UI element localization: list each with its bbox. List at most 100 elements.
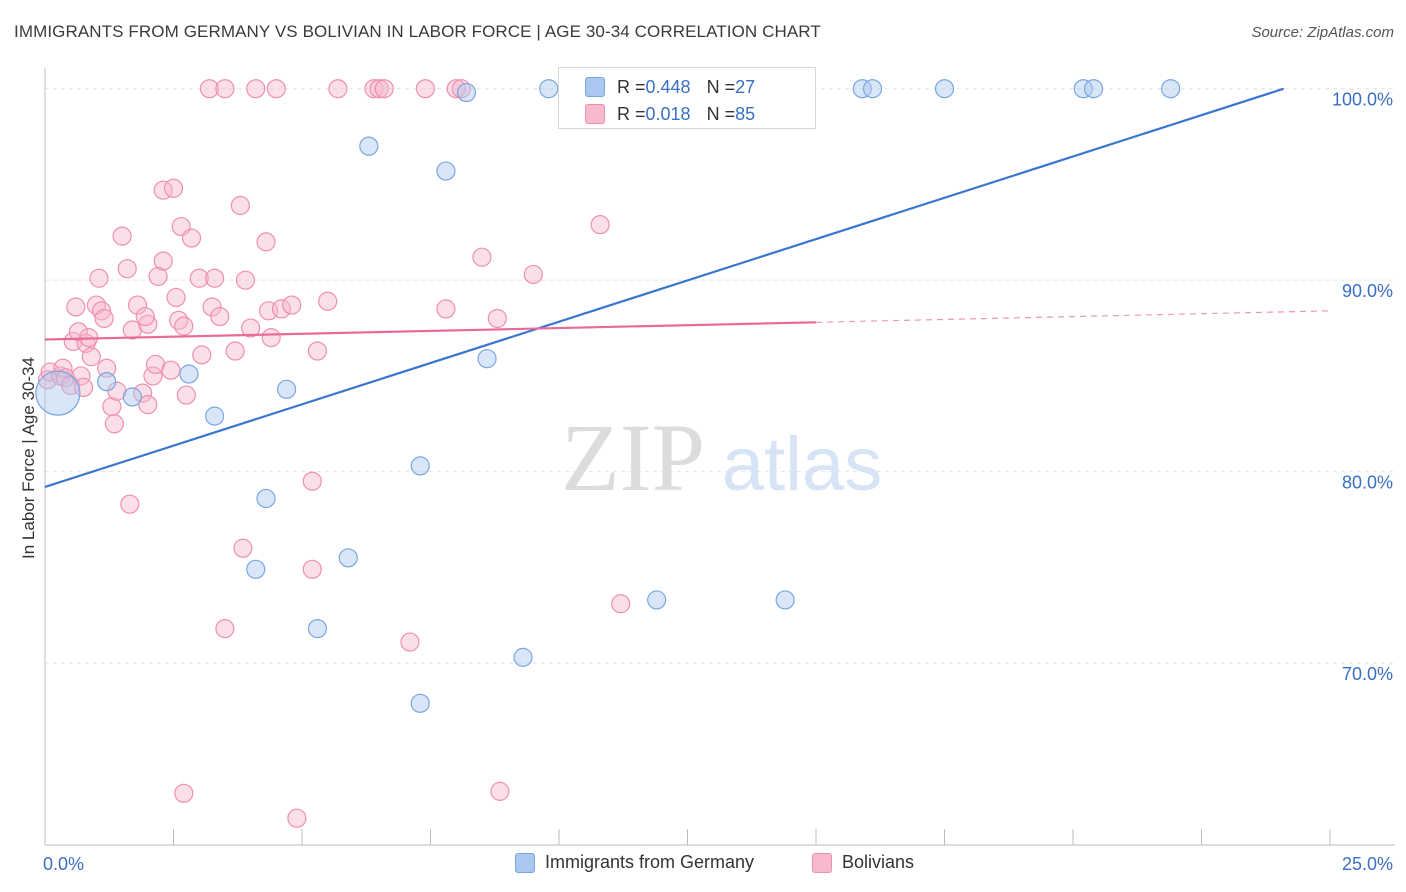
bolivians-point-69 [364,79,384,99]
bolivians-point-59 [261,328,281,348]
bolivians-point-81 [590,215,610,235]
legend-item-bolivians[interactable]: Bolivians [812,852,914,873]
bolivians-point-57 [256,232,276,252]
bolivians-point-27 [133,383,153,403]
bolivians-r-label: R = [617,103,646,124]
bolivians-point-71 [374,79,394,99]
bolivians-point-26 [127,295,148,315]
bolivians-point-13 [81,347,101,367]
watermark-atlas: atlas [722,422,883,507]
bolivians-point-16 [91,301,112,321]
bolivians-point-75 [446,79,466,99]
germany-r-label: R = [617,76,646,97]
bolivians-point-80 [523,264,543,285]
bolivians-point-51 [225,341,245,361]
bolivians-point-23 [117,259,137,279]
x-tick-label-0: 0.0% [43,854,84,874]
bolivians-point-48 [210,306,230,327]
germany-point-2 [122,387,142,407]
bolivians-point-42 [181,228,202,248]
stats-legend-box: R = 0.448 N = 27 R = 0.018 N = 85 [558,67,816,129]
germany-point-0 [35,370,81,416]
germany-point-10 [359,136,379,156]
germany-point-15 [477,349,497,369]
bolivians-point-77 [472,247,492,267]
bolivians-point-43 [189,268,209,288]
bolivians-trend-extension [815,310,1331,323]
bolivians-point-50 [215,619,235,639]
watermark-zip: ZIP [561,404,705,511]
watermark: ZIP atlas [561,404,882,511]
y-tick-label-2: 80.0% [1342,473,1393,493]
bolivians-point-28 [138,395,158,415]
stats-row-germany: R = 0.448 N = 27 [585,75,755,99]
germany-point-16 [513,647,533,667]
bolivians-point-55 [241,318,261,338]
bolivians-point-7 [66,297,86,317]
germany-point-14 [456,82,477,103]
bolivians-point-79 [490,781,510,801]
bolivians-point-63 [287,808,307,828]
bolivians-point-78 [487,308,507,329]
bolivians-point-68 [328,79,348,99]
germany-point-1 [97,372,117,392]
grid-lines [45,88,1395,664]
bolivians-point-8 [68,322,89,342]
bolivians-n-value: 85 [735,103,756,124]
bolivians-point-76 [451,79,471,99]
legend-label-bolivians: Bolivians [842,852,915,872]
germany-n-value: 27 [735,76,756,97]
bolivians-point-17 [94,308,114,329]
bolivians-point-61 [271,299,292,319]
germany-point-23 [934,79,955,99]
bolivians-trend-line [44,321,817,341]
bolivians-point-56 [246,79,266,99]
bolivians-r-value: 0.018 [645,103,691,124]
bolivians-point-10 [73,377,94,398]
bolivians-point-82 [611,594,631,614]
bolivians-point-15 [89,268,109,288]
bolivians-point-20 [104,414,124,434]
trend-lines [44,87,1331,489]
stats-row-bolivians: R = 0.018 N = 85 [585,102,755,126]
axes [44,68,1395,846]
tick-labels: 100.0% 90.0% 80.0% 70.0% 0.0% 25.0% [43,90,1393,874]
germany-point-4 [205,406,225,426]
bolivians-point-60 [266,79,286,99]
germany-point-12 [410,456,430,476]
y-axis-title: In Labor Force | Age 30-34 [19,357,38,559]
bolivians-point-33 [153,251,173,271]
germany-point-20 [775,590,795,610]
germany-point-11 [410,693,430,713]
chart-legend: Immigrants from Germany Bolivians [0,850,1406,880]
germany-point-19 [647,590,667,610]
bolivians-point-29 [138,314,158,334]
bolivians-point-44 [192,345,212,365]
germany-point-8 [307,619,328,639]
bolivians-point-67 [318,291,338,311]
bolivians-point-65 [302,559,322,579]
germany-point-6 [276,379,297,399]
germany-swatch [585,77,605,97]
bolivians-point-74 [436,299,456,319]
y-tick-label-0: 100.0% [1332,90,1393,110]
bolivians-point-45 [199,79,220,99]
bolivians-point-84 [135,306,155,327]
chart-source: Source: ZipAtlas.com [1251,24,1394,41]
germany-trend-line [44,87,1285,489]
bolivians-point-53 [233,538,253,558]
bolivians-point-83 [174,783,194,803]
legend-item-germany[interactable]: Immigrants from Germany [515,852,754,873]
bolivians-point-36 [163,178,184,198]
bolivians-point-64 [302,471,322,491]
bolivians-point-18 [97,358,117,378]
bolivians-point-38 [169,310,189,330]
bolivians-point-22 [112,226,132,246]
bolivians-point-49 [215,79,235,99]
germany-point-9 [338,548,358,568]
bolivians-point-37 [166,287,186,308]
bolivians-point-72 [400,632,420,652]
germany-r-value: 0.448 [645,76,691,97]
bolivians-swatch [585,104,605,124]
bolivians-point-30 [143,366,163,386]
